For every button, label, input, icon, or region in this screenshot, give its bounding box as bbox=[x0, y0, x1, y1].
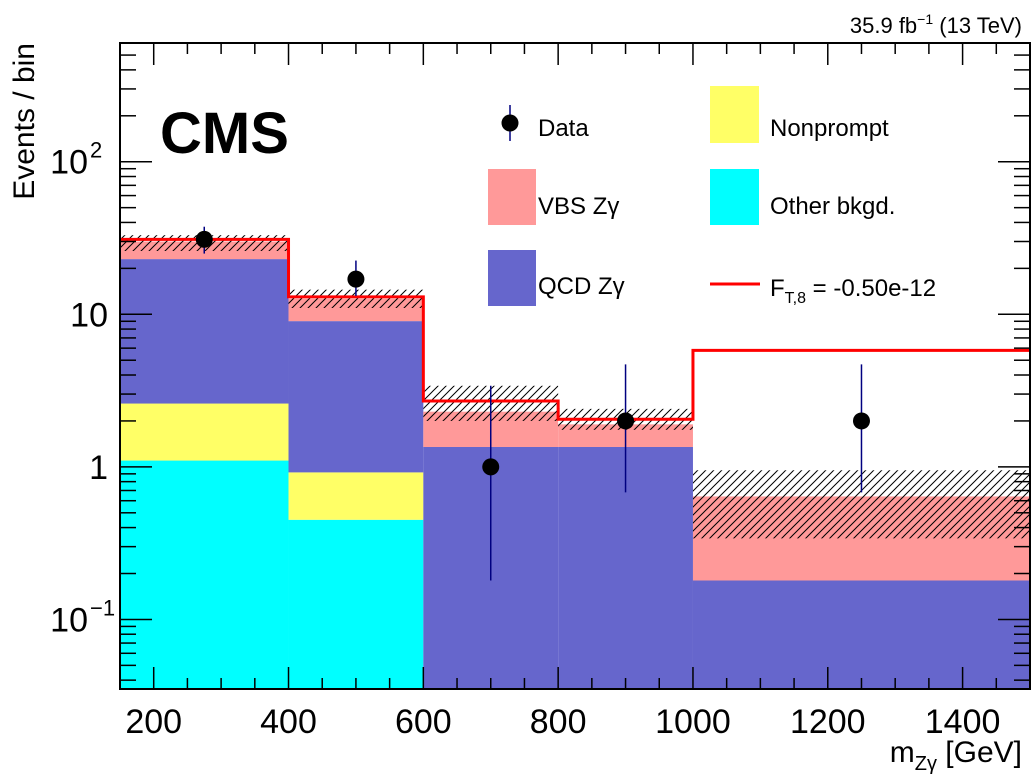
x-tick-label-1000: 1000 bbox=[655, 703, 731, 741]
y-tick-label-base-1: 1 bbox=[89, 449, 108, 487]
legend-label-vbs: VBS Zγ bbox=[538, 193, 619, 220]
y-tick-label-2: 10 bbox=[70, 296, 108, 334]
legend-entry-other: Other bkgd. bbox=[710, 169, 895, 225]
legend-swatch-qcd bbox=[488, 250, 536, 306]
x-tick-label-200: 200 bbox=[125, 703, 182, 741]
data-point-2 bbox=[482, 458, 500, 476]
y-tick-label-3: 10 bbox=[50, 144, 88, 182]
legend-signal-main: F bbox=[770, 275, 785, 302]
energy-label: (13 TeV) bbox=[933, 13, 1022, 38]
bar-other-bkgd-bin-1 bbox=[288, 519, 424, 689]
lumi-exponent: −1 bbox=[917, 11, 933, 27]
y-tick-label-1: 1 bbox=[89, 449, 108, 487]
x-tick-label-1200: 1200 bbox=[790, 703, 866, 741]
legend-data-marker bbox=[501, 114, 519, 132]
data-layer bbox=[195, 226, 870, 581]
legend-swatch-nonprompt bbox=[710, 86, 759, 143]
legend-label-nonprompt: Nonprompt bbox=[770, 115, 889, 142]
bar-qcd-z-bin-0 bbox=[120, 259, 289, 404]
legend-label-qcd: QCD Zγ bbox=[538, 273, 625, 300]
legend-entry-qcd: QCD Zγ bbox=[488, 250, 625, 306]
y-tick-label-exp-3: 2 bbox=[90, 138, 102, 163]
bar-nonprompt-bin-1 bbox=[288, 472, 424, 520]
bar-qcd-z-bin-1 bbox=[288, 321, 424, 473]
y-tick-label-exp-0: −1 bbox=[90, 595, 115, 620]
y-tick-label-0: 10 bbox=[50, 601, 88, 639]
y-tick-label-base-3: 10 bbox=[50, 144, 88, 182]
legend-entry-vbs: VBS Zγ bbox=[488, 169, 619, 225]
bar-other-bkgd-bin-0 bbox=[120, 460, 289, 689]
x-axis-title-sub: Zγ bbox=[915, 753, 937, 775]
experiment-label: CMS bbox=[160, 101, 289, 166]
x-axis-title-main: m bbox=[890, 736, 915, 769]
plot-frame bbox=[119, 42, 1031, 690]
bar-qcd-z-bin-4 bbox=[692, 580, 1030, 689]
legend-label-signal: FT,8 = -0.50e-12 bbox=[770, 275, 936, 307]
data-point-4 bbox=[852, 412, 870, 430]
legend-label-data: Data bbox=[538, 115, 589, 142]
data-point-1 bbox=[347, 270, 365, 288]
legend-swatch-vbs bbox=[488, 169, 536, 225]
bar-nonprompt-bin-0 bbox=[120, 403, 289, 461]
uncertainty-band-bin-1 bbox=[288, 289, 424, 308]
luminosity-label: 35.9 fb−1 (13 TeV) bbox=[850, 11, 1022, 38]
x-tick-label-600: 600 bbox=[395, 703, 452, 741]
x-axis-title: mZγ [GeV] bbox=[890, 736, 1022, 775]
y-tick-label-base-0: 10 bbox=[50, 601, 88, 639]
lumi-value: 35.9 fb bbox=[850, 13, 917, 38]
data-point-0 bbox=[195, 230, 213, 248]
x-tick-label-400: 400 bbox=[260, 703, 317, 741]
legend-entry-data: Data bbox=[501, 105, 589, 142]
legend-label-other: Other bkgd. bbox=[770, 193, 895, 220]
legend-entry-nonprompt: Nonprompt bbox=[710, 86, 889, 143]
legend-entry-signal: FT,8 = -0.50e-12 bbox=[710, 275, 936, 307]
data-point-3 bbox=[617, 412, 635, 430]
legend-signal-rest: = -0.50e-12 bbox=[806, 275, 936, 302]
legend-signal-sub: T,8 bbox=[785, 290, 806, 307]
legend-swatch-other bbox=[710, 169, 759, 225]
x-tick-label-1400: 1400 bbox=[925, 703, 1001, 741]
histogram-layer bbox=[120, 235, 1030, 689]
x-tick-label-800: 800 bbox=[530, 703, 587, 741]
y-tick-label-base-2: 10 bbox=[70, 296, 108, 334]
legend: Data Nonprompt VBS Zγ Other bkgd. QCD Zγ… bbox=[488, 86, 936, 307]
y-axis-title: Events / bin bbox=[8, 43, 41, 200]
x-axis-title-unit: [GeV] bbox=[937, 736, 1022, 769]
